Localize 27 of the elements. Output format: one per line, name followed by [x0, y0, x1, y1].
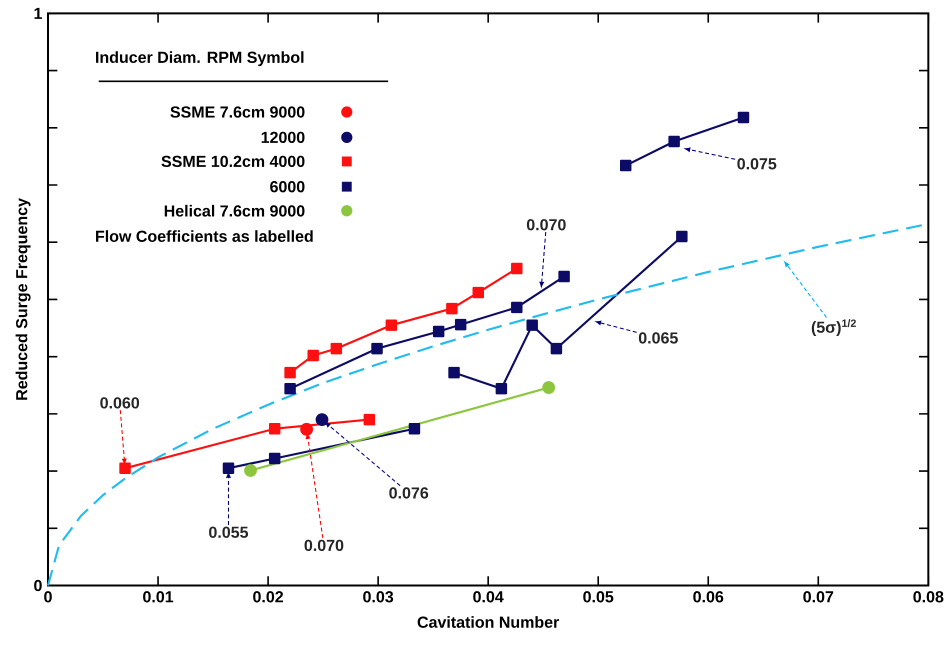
- x-tick-label: 0.07: [803, 591, 834, 602]
- annotation: 0.070: [304, 540, 344, 552]
- x-tick-label: 0.03: [363, 591, 394, 603]
- annotation: Flow Coefficients as labelled: [96, 230, 313, 242]
- x-tick-label: 0.01: [143, 591, 174, 602]
- annotation: 0.075: [737, 158, 776, 170]
- x-tick-label: 0.06: [693, 591, 724, 602]
- annotation: 0.060: [100, 397, 140, 409]
- legend-label: 6000: [270, 181, 305, 192]
- x-tick-label: 0: [44, 591, 52, 602]
- legend-label: Helical 7.6cm 9000: [164, 204, 304, 217]
- legend-label: 12000: [262, 132, 305, 144]
- x-tick-label: 0.04: [473, 591, 504, 602]
- annotation: (5σ)$^{1/2}$: [812, 319, 856, 336]
- x-tick-label: 0.08: [913, 591, 944, 602]
- x-tick-label: 0.05: [583, 591, 614, 602]
- x-tick-label: 0.02: [253, 591, 284, 602]
- annotation: 0.055: [209, 526, 248, 538]
- legend-label: SSME 10.2cm 4000: [161, 156, 304, 168]
- y-axis-title: Reduced Surge Frequency: [16, 198, 31, 400]
- annotation: 0.070: [526, 219, 566, 230]
- x-axis-title: Cavitation Number: [418, 616, 560, 628]
- y-tick-label: 1: [34, 8, 42, 19]
- legend-title: Inducer Diam. RPM Symbol: [96, 51, 304, 66]
- annotation: 0.065: [638, 332, 678, 344]
- legend-label: SSME 7.6cm 9000: [170, 106, 304, 118]
- annotation: 0.076: [389, 487, 428, 499]
